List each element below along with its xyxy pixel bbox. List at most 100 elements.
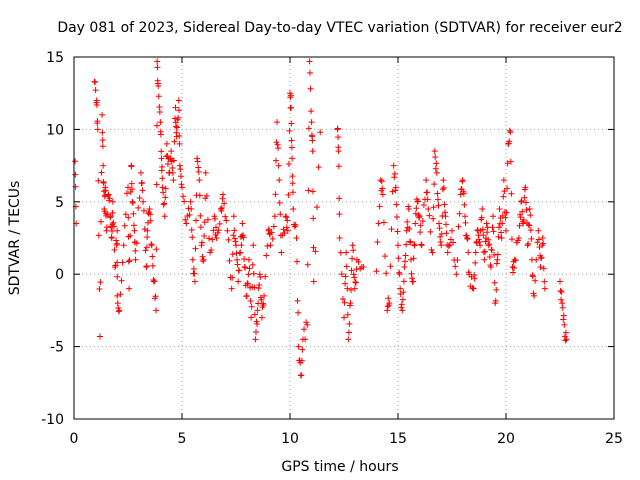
data-point xyxy=(563,336,570,343)
data-point-trace xyxy=(273,139,280,146)
data-point-trace xyxy=(508,236,515,243)
data-point-trace xyxy=(438,230,445,237)
data-point xyxy=(401,263,408,270)
data-point-trace xyxy=(177,166,184,173)
data-point-trace xyxy=(289,173,296,180)
data-point xyxy=(335,148,342,155)
data-point-trace xyxy=(420,201,427,208)
data-point xyxy=(341,314,347,321)
data-point xyxy=(116,307,123,314)
data-point-trace xyxy=(210,227,217,234)
data-point-trace xyxy=(268,229,275,236)
y-tick-label: 0 xyxy=(55,267,64,283)
data-point-trace xyxy=(538,254,545,261)
data-point-trace xyxy=(484,229,491,236)
data-point xyxy=(498,235,505,241)
data-point-trace xyxy=(472,259,479,266)
data-point-trace xyxy=(436,225,443,232)
data-point-trace xyxy=(471,271,478,278)
data-point-trace xyxy=(427,228,434,235)
data-point xyxy=(377,177,384,184)
data-point-trace xyxy=(276,199,283,206)
data-point-trace xyxy=(430,204,437,211)
data-point-trace xyxy=(342,273,349,280)
data-point-trace xyxy=(109,209,116,216)
data-point-trace xyxy=(140,207,147,214)
data-point-trace xyxy=(178,181,185,188)
data-point-trace xyxy=(102,192,109,199)
data-point-trace xyxy=(430,215,437,222)
data-point-trace xyxy=(264,243,271,250)
data-point xyxy=(360,263,367,270)
data-point-trace xyxy=(351,274,358,281)
data-point xyxy=(126,285,133,292)
data-point-trace xyxy=(306,69,313,76)
data-point-trace xyxy=(169,169,176,176)
data-point-trace xyxy=(241,255,248,262)
x-tick-label: 0 xyxy=(70,431,79,447)
data-point xyxy=(213,235,220,241)
data-point-trace xyxy=(191,270,198,277)
data-point xyxy=(304,321,311,328)
data-point xyxy=(479,206,486,213)
data-point xyxy=(163,140,170,147)
data-point xyxy=(438,242,445,249)
data-point xyxy=(235,278,242,285)
data-point xyxy=(503,227,509,234)
data-point-trace xyxy=(147,211,154,218)
data-point-trace xyxy=(258,296,265,303)
data-point-trace xyxy=(265,226,272,233)
data-point-trace xyxy=(176,140,183,147)
data-point-trace xyxy=(242,264,249,271)
data-point xyxy=(440,177,447,184)
data-point xyxy=(258,314,265,321)
data-point xyxy=(129,198,136,205)
data-point-trace xyxy=(388,226,395,233)
data-point-trace xyxy=(460,190,467,197)
data-point-trace xyxy=(130,210,137,217)
data-point-trace xyxy=(114,300,121,307)
data-point-trace xyxy=(481,248,488,255)
data-point-trace xyxy=(111,246,118,253)
data-point xyxy=(496,206,503,213)
data-point-trace xyxy=(520,217,527,224)
data-point-trace xyxy=(188,205,195,212)
data-point-trace xyxy=(517,214,524,221)
data-point-trace xyxy=(456,210,463,217)
data-point-trace xyxy=(192,245,199,252)
data-point-trace xyxy=(114,273,121,280)
x-tick-label: 20 xyxy=(497,431,515,447)
data-point-trace xyxy=(234,256,241,263)
data-point-trace xyxy=(348,287,355,294)
data-point-trace xyxy=(143,244,150,251)
data-point-trace xyxy=(108,224,115,231)
y-tick-label: 15 xyxy=(46,50,64,66)
data-point-trace xyxy=(199,253,206,260)
data-point xyxy=(173,133,180,140)
data-point-trace xyxy=(414,198,421,205)
data-point xyxy=(494,256,501,263)
data-point-trace xyxy=(398,301,405,308)
data-point xyxy=(252,336,259,343)
data-point-trace xyxy=(95,177,102,184)
data-point xyxy=(274,119,281,126)
data-point xyxy=(200,256,207,263)
data-point-trace xyxy=(216,220,223,227)
data-point-trace xyxy=(283,224,290,231)
data-point-trace xyxy=(292,221,299,228)
data-point-trace xyxy=(222,213,229,220)
data-point xyxy=(485,242,492,249)
data-point-trace xyxy=(350,271,357,278)
data-point-trace xyxy=(275,162,282,169)
data-point-trace xyxy=(499,220,506,227)
data-point-trace xyxy=(441,201,448,208)
data-point-trace xyxy=(424,196,431,203)
data-point-trace xyxy=(391,170,398,177)
data-point-trace xyxy=(535,236,542,243)
data-point-trace xyxy=(153,246,160,253)
data-point-trace xyxy=(274,141,281,148)
data-point-trace xyxy=(378,178,385,185)
data-point-trace xyxy=(459,178,466,185)
data-point-trace xyxy=(249,261,256,268)
data-point-trace xyxy=(262,273,269,280)
